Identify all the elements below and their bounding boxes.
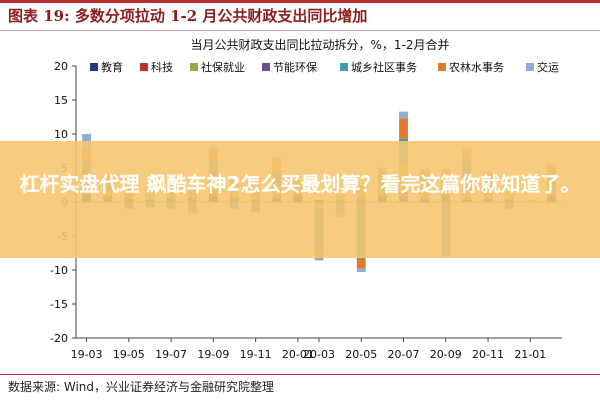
x-tick-label: 19-07 bbox=[155, 348, 187, 361]
x-tick-label: 20-11 bbox=[472, 348, 504, 361]
legend-item: 教育 bbox=[90, 60, 123, 74]
ad-overlay-text[interactable]: 杠杆实盘代理 飙酷车神2怎么买最划算？看完这篇你就知道了。 bbox=[19, 172, 581, 196]
bar-segment bbox=[356, 258, 366, 269]
legend: 教育 科技 社保就业 节能环保 城乡社区事务 农林水事务 交运 bbox=[90, 60, 559, 74]
y-tick-label: 20 bbox=[54, 60, 68, 73]
bottom-rule bbox=[0, 374, 600, 375]
x-tick-label: 20-09 bbox=[430, 348, 462, 361]
bar-segment bbox=[314, 258, 324, 261]
legend-label: 城乡社区事务 bbox=[351, 60, 417, 74]
title-rule bbox=[0, 30, 600, 31]
legend-label: 节能环保 bbox=[273, 60, 317, 74]
legend-label: 教育 bbox=[101, 60, 123, 74]
x-tick-label: 20-05 bbox=[345, 348, 377, 361]
y-tick-label: 10 bbox=[54, 128, 68, 141]
bar-segment bbox=[356, 268, 366, 273]
legend-label: 科技 bbox=[151, 60, 173, 74]
y-tick-label: 15 bbox=[54, 94, 68, 107]
legend-swatch bbox=[190, 63, 198, 71]
legend-label: 交运 bbox=[537, 60, 559, 74]
legend-item: 交运 bbox=[526, 60, 559, 74]
legend-swatch bbox=[526, 63, 534, 71]
legend-item: 农林水事务 bbox=[438, 60, 504, 74]
y-tick-label: -20 bbox=[50, 332, 68, 345]
chart-title: 当月公共财政支出同比拉动拆分，%，1-2月合并 bbox=[190, 37, 449, 52]
legend-swatch bbox=[340, 63, 348, 71]
legend-swatch bbox=[90, 63, 98, 71]
legend-label: 社保就业 bbox=[201, 60, 245, 74]
legend-item: 社保就业 bbox=[190, 60, 245, 74]
x-tick-label: 19-05 bbox=[113, 348, 145, 361]
legend-item: 节能环保 bbox=[262, 60, 317, 74]
legend-label: 农林水事务 bbox=[449, 60, 504, 74]
bar-segment bbox=[82, 134, 92, 148]
source-note: 数据来源: Wind，兴业证券经济与金融研究院整理 bbox=[8, 380, 275, 394]
y-tick-label: -15 bbox=[50, 298, 68, 311]
x-tick-label: 20-03 bbox=[303, 348, 335, 361]
legend-item: 科技 bbox=[140, 60, 173, 74]
figure-title: 图表 19: 多数分项拉动 1-2 月公共财政支出同比增加 bbox=[8, 7, 368, 25]
legend-swatch bbox=[438, 63, 446, 71]
legend-swatch bbox=[262, 63, 270, 71]
x-tick-label: 20-01 bbox=[282, 348, 314, 361]
x-tick-label: 19-09 bbox=[197, 348, 229, 361]
bar-segment bbox=[399, 111, 408, 119]
legend-swatch bbox=[140, 63, 148, 71]
x-tick-label: 19-03 bbox=[71, 348, 103, 361]
x-tick-label: 20-07 bbox=[388, 348, 420, 361]
x-tick-label: 19-11 bbox=[240, 348, 272, 361]
legend-item: 城乡社区事务 bbox=[340, 60, 417, 74]
x-tick-label: 21-01 bbox=[514, 348, 546, 361]
bar-segment bbox=[399, 118, 408, 139]
ad-overlay-banner[interactable] bbox=[0, 141, 600, 258]
top-rule bbox=[0, 0, 600, 3]
y-tick-label: -10 bbox=[50, 264, 68, 277]
